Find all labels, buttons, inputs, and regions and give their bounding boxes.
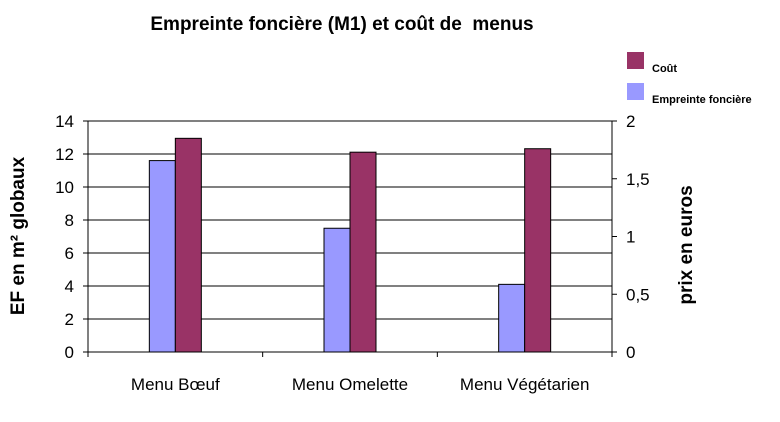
legend: Coût Empreinte foncière — [627, 52, 752, 106]
y-axis-title: EF en m² globaux — [8, 156, 29, 315]
legend-swatch — [627, 52, 644, 69]
bar — [349, 151, 377, 353]
y2-tick-label: 1 — [626, 228, 635, 247]
legend-label: Empreinte foncière — [652, 94, 752, 106]
legend-swatch — [627, 83, 644, 100]
category-labels: Menu Bœuf Menu Omelette Menu Végétarien — [131, 375, 589, 394]
y-tick-label: 10 — [55, 178, 74, 197]
bars — [148, 137, 552, 353]
y-tick-label: 4 — [65, 277, 74, 296]
y2-axis-title: prix en euros — [676, 185, 697, 304]
x-tick-label: Menu Bœuf — [131, 375, 220, 394]
y-tick-label: 2 — [65, 310, 74, 329]
y-tick-label: 6 — [65, 244, 74, 263]
y2-tick-label: 1,5 — [626, 170, 650, 189]
y-tick-label: 8 — [65, 211, 74, 230]
chart-title: Empreinte foncière (M1) et coût de menus — [150, 14, 533, 35]
legend-label: Coût — [652, 63, 677, 75]
bar — [148, 160, 176, 353]
tick-labels: 0 2 4 6 8 10 12 14 0 0,5 1 1,5 2 — [55, 112, 650, 362]
x-tick-label: Menu Végétarien — [460, 375, 589, 394]
x-tick-label: Menu Omelette — [292, 375, 408, 394]
y2-tick-label: 2 — [626, 112, 635, 131]
y-tick-label: 0 — [65, 343, 74, 362]
y-tick-label: 12 — [55, 145, 74, 164]
bar — [524, 148, 552, 353]
bar — [323, 227, 351, 353]
axes — [83, 120, 617, 357]
y2-tick-label: 0,5 — [626, 285, 650, 304]
y2-tick-label: 0 — [626, 343, 635, 362]
y-tick-label: 14 — [55, 112, 74, 131]
bar — [174, 137, 202, 353]
bar — [498, 283, 526, 353]
